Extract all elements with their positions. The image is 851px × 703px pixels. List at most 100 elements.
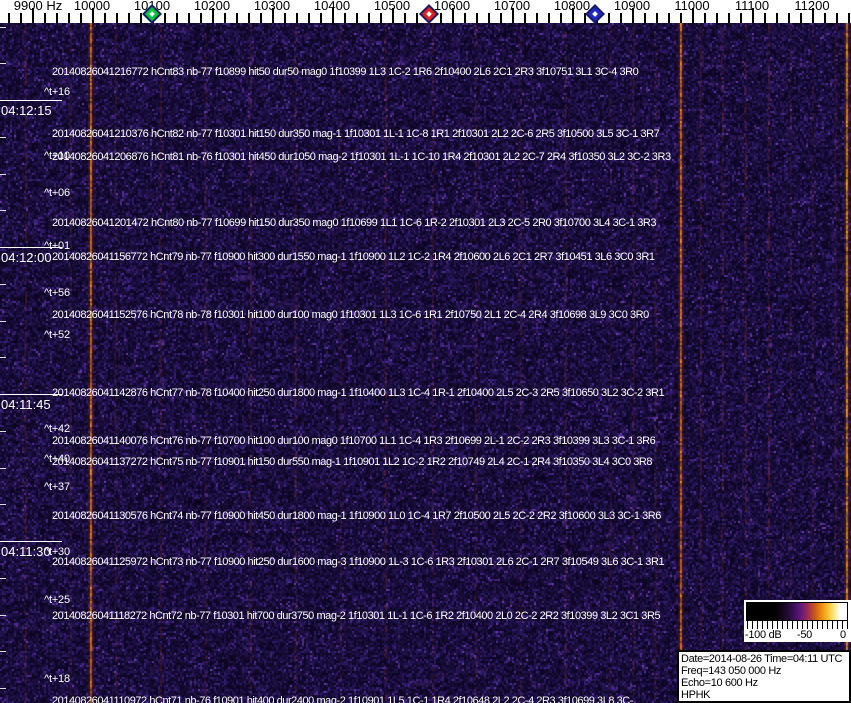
frequency-tick (344, 13, 346, 23)
frequency-tick (692, 8, 694, 23)
time-minor-tick (0, 63, 6, 64)
colorbar-tick (837, 621, 838, 629)
frequency-tick (248, 13, 250, 23)
colorbar-label-max: 0 (840, 629, 846, 641)
colorbar-tick (822, 621, 823, 629)
echo-time-mark: ^t+52 (44, 329, 70, 341)
frequency-tick (128, 13, 130, 23)
frequency-tick (824, 13, 826, 23)
frequency-tick (392, 8, 394, 23)
time-minor-tick (0, 688, 6, 689)
echo-time-mark: ^t+18 (44, 673, 70, 685)
frequency-tick (452, 8, 454, 23)
frequency-label: 10400 (313, 0, 351, 13)
info-station-code: HPHK (681, 689, 711, 701)
frequency-tick (116, 13, 118, 23)
colorbar-label-min: -100 dB (745, 629, 782, 641)
time-tick-line (0, 541, 62, 542)
colorbar-tick (777, 621, 778, 629)
frequency-label: 10000 (73, 0, 111, 13)
colorbar-tick (792, 621, 793, 629)
green-frequency-marker-core (149, 11, 155, 17)
detection-line: 20140826041137272 hCnt75 nb-77 f10901 hi… (52, 456, 653, 468)
colorbar-tick (842, 621, 843, 629)
frequency-tick (716, 13, 718, 23)
time-minor-tick (0, 27, 6, 28)
colorbar-tick (817, 621, 818, 629)
frequency-tick (668, 13, 670, 23)
time-tick-line (0, 100, 62, 101)
colorbar-tick (787, 621, 788, 629)
frequency-tick (524, 13, 526, 23)
frequency-tick (236, 13, 238, 23)
frequency-label: 11000 (674, 0, 710, 13)
echo-time-mark: ^t+56 (44, 287, 70, 299)
colorbar-panel: -100 dB -50 0 (744, 600, 851, 642)
time-minor-tick (0, 284, 6, 285)
frequency-tick (728, 13, 730, 23)
frequency-tick (44, 13, 46, 23)
colorbar-scale (744, 621, 851, 630)
frequency-tick (608, 13, 610, 23)
detection-line: 20140826041152576 hCnt78 nb-78 f10301 hi… (52, 309, 649, 321)
time-tick-line (0, 247, 62, 248)
frequency-tick (740, 13, 742, 23)
info-box: Date=2014-08-26 Time=04:11 UTC Freq=143 … (677, 650, 851, 703)
colorbar-tick (782, 621, 783, 629)
frequency-tick (284, 13, 286, 23)
frequency-tick (212, 8, 214, 23)
frequency-tick (296, 13, 298, 23)
detection-line: 20140826041210376 hCnt82 nb-77 f10301 hi… (52, 128, 660, 140)
frequency-tick (476, 13, 478, 23)
frequency-ruler: 9900 Hz100001010010200103001040010500106… (0, 0, 851, 24)
echo-time-mark: ^t+40 (44, 453, 70, 465)
echo-time-mark: ^t+30 (44, 546, 70, 558)
colorbar-tick (802, 621, 803, 629)
colorbar-tick (832, 621, 833, 629)
frequency-tick (68, 13, 70, 23)
frequency-tick (188, 13, 190, 23)
colorbar-tick (812, 621, 813, 629)
frequency-tick (164, 13, 166, 23)
info-frequency: Freq=143 050 000 Hz (681, 665, 782, 677)
frequency-tick (584, 13, 586, 23)
detection-line: 20140826041201472 hCnt80 nb-77 f10699 hi… (52, 217, 657, 229)
frequency-label: 10300 (253, 0, 291, 13)
echo-time-mark: ^t+25 (44, 594, 70, 606)
info-date-time: Date=2014-08-26 Time=04:11 UTC (681, 653, 843, 665)
colorbar-tick (807, 621, 808, 629)
time-label: 04:11:45 (1, 397, 51, 412)
echo-time-mark: ^t+01 (44, 240, 70, 252)
detection-line: 20140826041206876 hCnt81 nb-76 f10301 hi… (52, 151, 671, 163)
frequency-tick (332, 8, 334, 23)
frequency-tick (704, 13, 706, 23)
frequency-tick (536, 13, 538, 23)
info-echo-frequency: Echo=10 600 Hz (681, 677, 758, 689)
blue-frequency-marker-core (592, 11, 598, 17)
echo-time-mark: ^t+42 (44, 423, 70, 435)
detection-line: 20140826041130576 hCnt74 nb-77 f10900 hi… (52, 510, 661, 522)
frequency-tick (32, 8, 34, 23)
frequency-tick (644, 13, 646, 23)
frequency-tick (104, 13, 106, 23)
frequency-label: 10200 (193, 0, 231, 13)
frequency-tick (548, 13, 550, 23)
detection-line: 20140826041156772 hCnt79 nb-77 f10900 hi… (52, 251, 655, 263)
frequency-tick (620, 13, 622, 23)
echo-time-mark: ^t+16 (44, 86, 70, 98)
frequency-tick (776, 13, 778, 23)
frequency-tick (788, 13, 790, 23)
detection-line: 20140826041110972 hCnt71 nb-76 f10901 hi… (52, 695, 634, 703)
frequency-tick (560, 13, 562, 23)
frequency-tick (512, 8, 514, 23)
frequency-tick (848, 13, 850, 23)
red-frequency-marker-core (426, 11, 432, 17)
frequency-tick (92, 8, 94, 23)
frequency-tick (356, 13, 358, 23)
frequency-tick (200, 13, 202, 23)
frequency-tick (56, 13, 58, 23)
frequency-tick (404, 13, 406, 23)
colorbar-gradient (746, 602, 848, 621)
frequency-tick (464, 13, 466, 23)
frequency-label: 10600 (433, 0, 471, 13)
